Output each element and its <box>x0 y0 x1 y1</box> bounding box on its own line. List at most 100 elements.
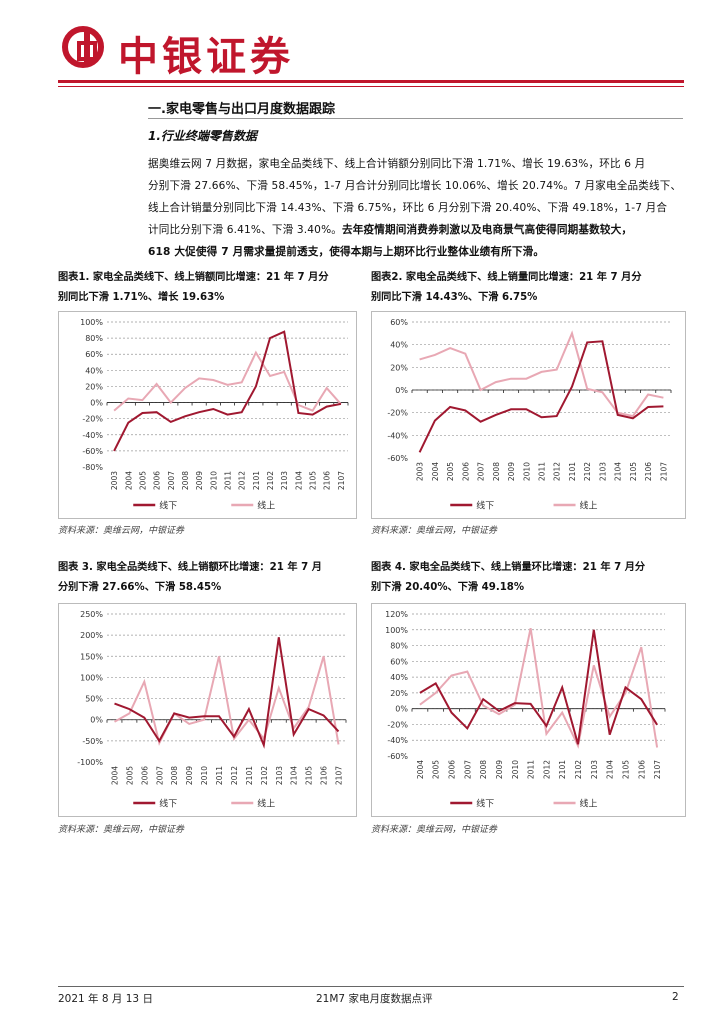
x-tick-label: 2107 <box>335 766 344 785</box>
footer-date: 2021 年 8 月 13 日 <box>58 993 153 1005</box>
figure-2-chart: -60% -40% -20% 0% 20% 40% 60% 2003 2004 2005 2006 2… <box>371 311 686 519</box>
x-tick-label: 2105 <box>621 760 630 779</box>
figure-1-source: 资料来源：奥维云网，中银证券 <box>58 526 185 536</box>
x-tick-label: 2009 <box>495 760 504 779</box>
x-tick-label: 2006 <box>140 766 149 785</box>
x-tick-label: 2003 <box>110 471 119 490</box>
series-line-offline <box>114 637 340 749</box>
y-tick-label: 0% <box>395 705 408 714</box>
y-tick-label: -20% <box>387 409 408 418</box>
x-tick-label: 2103 <box>275 766 284 785</box>
x-tick-label: 2102 <box>260 766 269 785</box>
figure-3-title-line2: 分别下滑 27.66%、下滑 58.45% <box>58 582 222 593</box>
x-tick-label: 2101 <box>252 471 261 490</box>
figure-2-title-line1: 图表2. 家电全品类线下、线上销量同比增速：21 年 7 月分 <box>371 272 642 283</box>
y-tick-label: 80% <box>390 642 408 651</box>
para-line-2: 分别下滑 27.66%、下滑 58.45%，1-7 月合计分别同比增长 10.0… <box>148 180 682 192</box>
y-tick-label: -80% <box>82 463 103 472</box>
figure-4-source: 资料来源：奥维云网，中银证券 <box>371 825 498 835</box>
y-tick-label: 50% <box>85 695 103 704</box>
x-tick-label: 2012 <box>238 471 247 490</box>
figure-2-title: 图表2. 家电全品类线下、线上销量同比增速：21 年 7 月分 别同比下滑 14… <box>371 268 671 308</box>
legend-label: 线上 <box>580 798 598 810</box>
x-tick-label: 2105 <box>305 766 314 785</box>
header-rule <box>58 80 684 83</box>
x-tick-label: 2010 <box>200 766 209 785</box>
y-tick-label: 40% <box>390 341 408 350</box>
x-tick-label: 2101 <box>558 760 567 779</box>
x-tick-label: 2106 <box>637 760 646 779</box>
figure-3-title: 图表 3. 家电全品类线下、线上销额环比增速：21 年 7 月 分别下滑 27.… <box>58 558 358 598</box>
y-tick-label: 200% <box>80 631 103 640</box>
para-line-4-text: 计同比分别下滑 6.41%、下滑 3.40%。 <box>148 224 343 236</box>
x-tick-label: 2104 <box>606 760 615 779</box>
figure-4-title-line1: 图表 4. 家电全品类线下、线上销量环比增速：21 年 7 月分 <box>371 562 646 573</box>
x-tick-label: 2103 <box>590 760 599 779</box>
x-tick-label: 2101 <box>245 766 254 785</box>
figure-3-title-line1: 图表 3. 家电全品类线下、线上销额环比增速：21 年 7 月 <box>58 562 322 573</box>
x-tick-label: 2006 <box>448 760 457 779</box>
x-tick-label: 2105 <box>309 471 318 490</box>
figure-1-title-line1: 图表1. 家电全品类线下、线上销额同比增速：21 年 7 月分 <box>58 272 329 283</box>
figure-1-chart: -80% -60% -40% -20% 0% 20% 40% 60% 80% 100% 2003 20… <box>58 311 357 519</box>
x-tick-label: 2009 <box>507 462 516 481</box>
header-rule-thin <box>58 86 684 87</box>
figure-1-title: 图表1. 家电全品类线下、线上销额同比增速：21 年 7 月分 别同比下滑 1.… <box>58 268 358 308</box>
brand-name: 中银证券 <box>118 33 294 80</box>
figure-4-chart: -60% -40% -20% 0% 20% 40% 60% 80% 100% 120% 2004 20… <box>371 603 686 817</box>
footer-rule <box>58 986 684 987</box>
x-tick-label: 2104 <box>290 766 299 785</box>
y-tick-label: 60% <box>390 318 408 327</box>
para-line-1: 据奥维云网 7 月数据，家电全品类线下、线上合计销额分别同比下滑 1.71%、增… <box>148 158 646 170</box>
legend-label: 线下 <box>476 798 494 810</box>
x-tick-label: 2106 <box>644 462 653 481</box>
x-tick-label: 2011 <box>538 462 547 481</box>
x-tick-label: 2012 <box>230 766 239 785</box>
legend-label: 线上 <box>257 500 275 512</box>
y-tick-label: 40% <box>85 366 103 375</box>
x-tick-label: 2007 <box>463 760 472 779</box>
figure-3-chart: -100% -50% 0% 50% 100% 150% 200% 250% 2004 2005 20… <box>58 603 357 817</box>
y-tick-label: -60% <box>387 454 408 463</box>
para-line-3: 线上合计销量分别同比下滑 14.43%、下滑 6.75%，环比 6 月分别下滑 … <box>148 202 668 214</box>
section-subtitle: 1.行业终端零售数据 <box>148 129 257 143</box>
series-line-online <box>114 656 340 746</box>
y-tick-label: -40% <box>82 431 103 440</box>
para-bold-1: 去年疫情期间消费券刺激以及电商景气高使得同期基数较大， <box>342 224 633 236</box>
x-tick-label: 2005 <box>446 462 455 481</box>
figure-2-svg: -60% -40% -20% 0% 20% 40% 60% 2003 2004 2005 2006 2… <box>387 318 672 512</box>
x-tick-label: 2102 <box>583 462 592 481</box>
legend-label: 线上 <box>580 500 598 512</box>
y-tick-label: 60% <box>85 350 103 359</box>
y-tick-label: 0% <box>90 399 103 408</box>
figure-2-source: 资料来源：奥维云网，中银证券 <box>371 526 498 536</box>
x-tick-label: 2004 <box>110 766 119 785</box>
y-tick-label: -60% <box>387 752 408 761</box>
x-tick-label: 2009 <box>195 471 204 490</box>
x-tick-label: 2008 <box>492 462 501 481</box>
section-rule <box>148 118 683 119</box>
x-tick-label: 2104 <box>294 471 303 490</box>
x-tick-label: 2103 <box>280 471 289 490</box>
x-tick-label: 2004 <box>431 462 440 481</box>
x-tick-label: 2009 <box>185 766 194 785</box>
y-tick-label: 40% <box>390 673 408 682</box>
x-tick-label: 2011 <box>215 766 224 785</box>
x-tick-label: 2106 <box>323 471 332 490</box>
x-tick-label: 2103 <box>598 462 607 481</box>
x-tick-label: 2005 <box>125 766 134 785</box>
x-tick-label: 2005 <box>432 760 441 779</box>
figure-2-title-line2: 别同比下滑 14.43%、下滑 6.75% <box>371 292 538 303</box>
para-line-5: 618 大促使得 7 月需求量提前透支，使得本期与上期环比行业整体业绩有所下滑。 <box>148 241 688 263</box>
x-tick-label: 2012 <box>553 462 562 481</box>
legend-label: 线下 <box>159 500 177 512</box>
y-tick-label: -20% <box>387 720 408 729</box>
x-tick-label: 2003 <box>416 462 425 481</box>
x-tick-label: 2012 <box>542 760 551 779</box>
x-tick-label: 2007 <box>167 471 176 490</box>
x-tick-label: 2011 <box>527 760 536 779</box>
legend-label: 线下 <box>159 798 177 810</box>
y-tick-label: 60% <box>390 657 408 666</box>
y-tick-label: 150% <box>80 652 103 661</box>
x-tick-label: 2004 <box>124 471 133 490</box>
